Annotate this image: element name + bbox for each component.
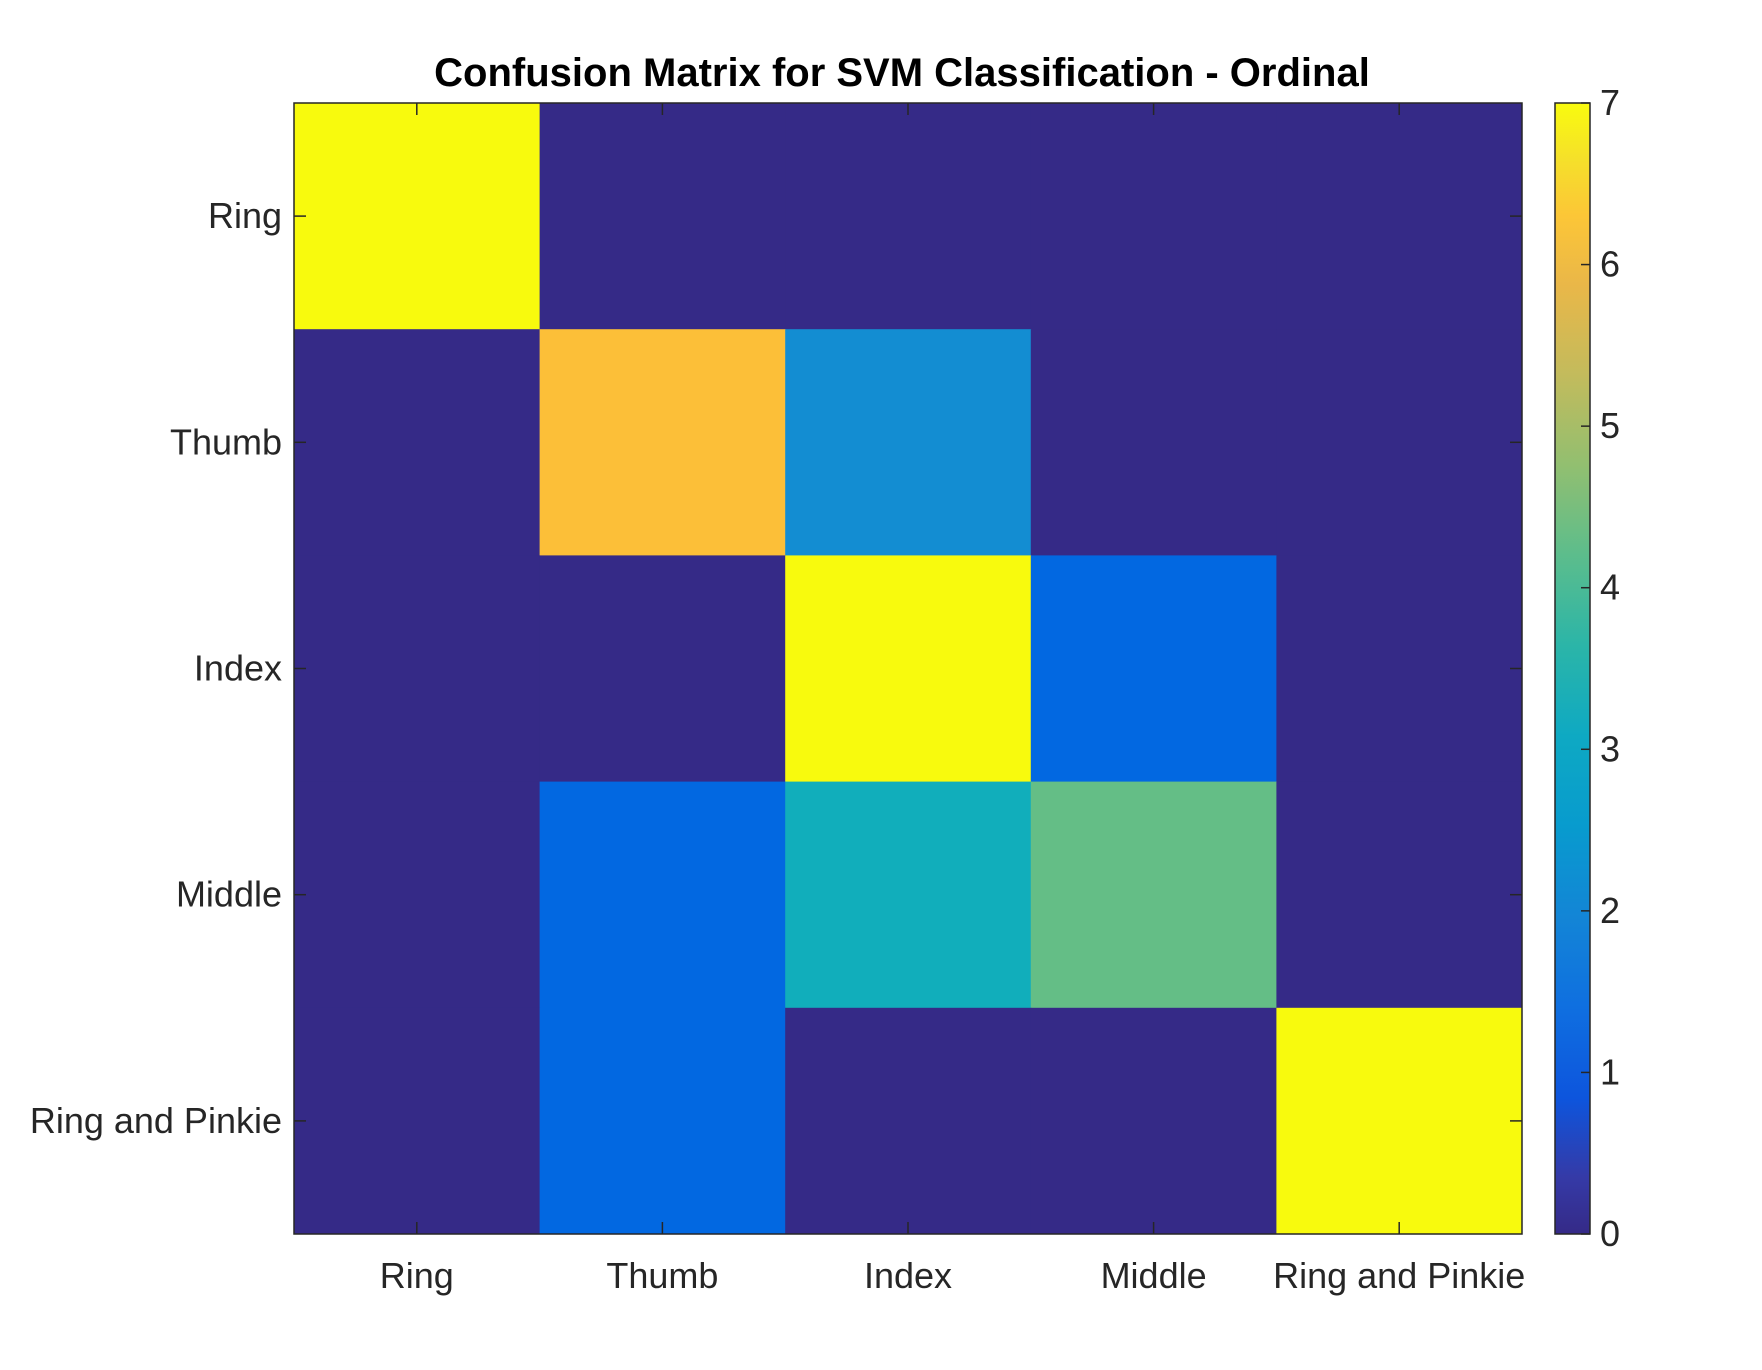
colorbar-tick-label-3: 3: [1600, 728, 1620, 769]
heatmap-cell-middle-ring: [294, 781, 541, 1009]
heatmap-cell-middle-middle: [1030, 781, 1277, 1009]
heatmap-cell-thumb-thumb: [539, 329, 786, 556]
y-tick-label-index: Index: [194, 648, 282, 689]
heatmap-cell-ring-and-pinkie-thumb: [539, 1007, 786, 1235]
colorbar-tick-label-4: 4: [1600, 567, 1620, 608]
heatmap-cell-index-ring: [294, 555, 541, 783]
heatmap-cell-middle-index: [785, 781, 1032, 1009]
x-tick-label-thumb: Thumb: [606, 1255, 718, 1296]
heatmap-cell-ring-thumb: [539, 103, 786, 330]
heatmap-cell-thumb-middle: [1030, 329, 1277, 556]
heatmap-cell-ring-and-pinkie-index: [785, 1007, 1032, 1235]
colorbar-tick-label-0: 0: [1600, 1213, 1620, 1254]
colorbar-tick-label-7: 7: [1600, 82, 1620, 123]
axis-ticks: [294, 103, 1522, 1234]
heatmap-cell-ring-and-pinkie-middle: [1030, 1007, 1277, 1235]
chart-title: Confusion Matrix for SVM Classification …: [434, 51, 1370, 95]
heatmap-cell-ring-and-pinkie-ring-and-pinkie: [1276, 1007, 1523, 1235]
heatmap-cell-index-ring-and-pinkie: [1276, 555, 1523, 783]
heatmap-cell-index-index: [785, 555, 1032, 783]
y-tick-label-middle: Middle: [176, 874, 282, 915]
heatmap-cells: [294, 103, 1523, 1235]
heatmap-cell-thumb-ring: [294, 329, 541, 556]
y-axis-tick-labels: Ring Thumb Index Middle Ring and Pinkie: [30, 195, 282, 1141]
x-tick-label-ring-and-pinkie: Ring and Pinkie: [1273, 1255, 1525, 1296]
heatmap-cell-ring-ring-and-pinkie: [1276, 103, 1523, 330]
colorbar-tick-label-2: 2: [1600, 890, 1620, 931]
heatmap-cell-middle-thumb: [539, 781, 786, 1009]
colorbar-tick-label-5: 5: [1600, 405, 1620, 446]
colorbar-ticks: 0 1 2 3 4 5 6 7: [1581, 82, 1620, 1254]
heatmap-cell-index-middle: [1030, 555, 1277, 783]
x-tick-label-index: Index: [864, 1255, 952, 1296]
x-axis-tick-labels: Ring Thumb Index Middle Ring and Pinkie: [380, 1255, 1526, 1296]
y-tick-label-ring-and-pinkie: Ring and Pinkie: [30, 1100, 282, 1141]
heatmap-cell-index-thumb: [539, 555, 786, 783]
axes-box: [293, 102, 1523, 1235]
colorbar-box: [1554, 102, 1591, 1235]
colorbar-tick-label-1: 1: [1600, 1051, 1620, 1092]
heatmap-cell-ring-index: [785, 103, 1032, 330]
colorbar: 0 1 2 3 4 5 6 7: [1554, 82, 1620, 1254]
heatmap-cell-middle-ring-and-pinkie: [1276, 781, 1523, 1009]
colorbar-gradient: [1555, 103, 1590, 1234]
heatmap-cell-ring-middle: [1030, 103, 1277, 330]
y-tick-label-thumb: Thumb: [170, 421, 282, 462]
colorbar-tick-label-6: 6: [1600, 244, 1620, 285]
heatmap-cell-ring-ring: [294, 103, 541, 330]
heatmap-cell-ring-and-pinkie-ring: [294, 1007, 541, 1235]
x-tick-label-ring: Ring: [380, 1255, 454, 1296]
heatmap-cell-thumb-ring-and-pinkie: [1276, 329, 1523, 556]
x-tick-label-middle: Middle: [1101, 1255, 1207, 1296]
y-tick-label-ring: Ring: [208, 195, 282, 236]
heatmap-cell-thumb-index: [785, 329, 1032, 556]
